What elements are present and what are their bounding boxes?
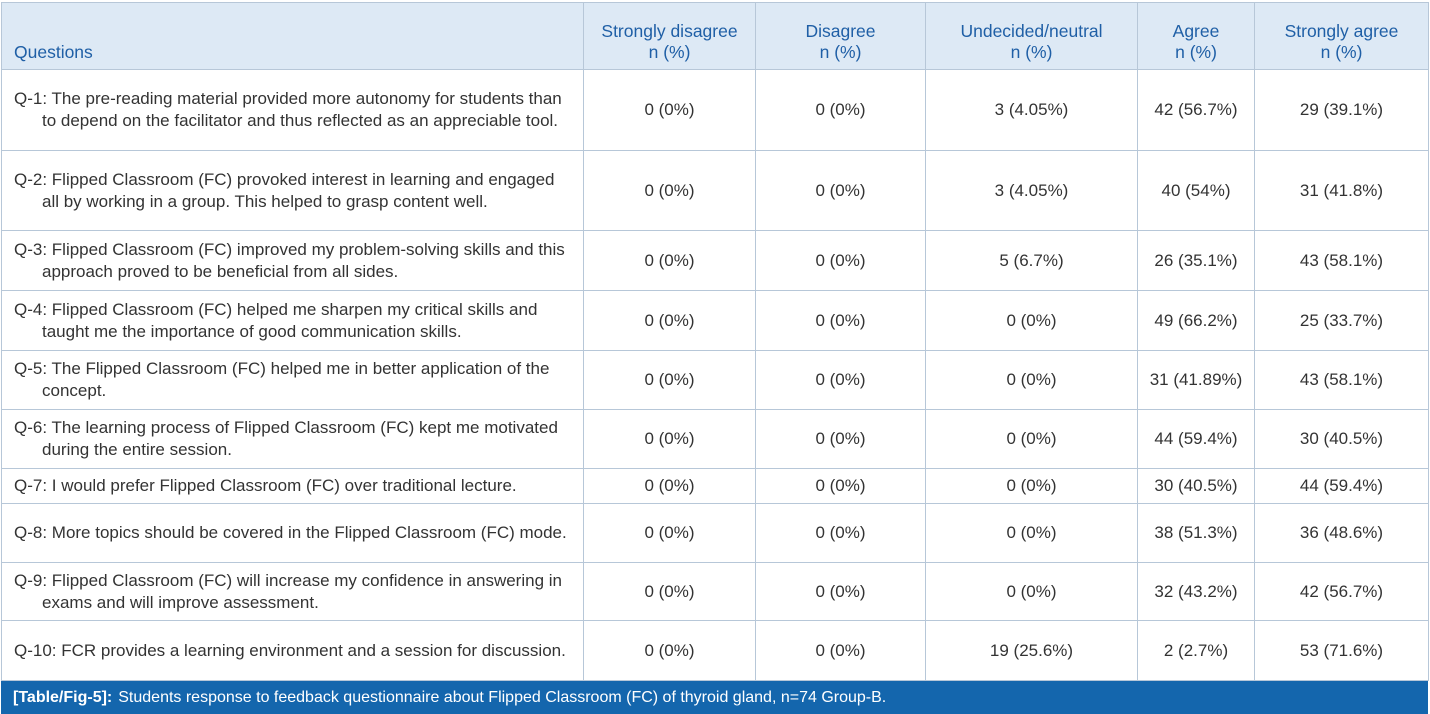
table-row: Q-3: Flipped Classroom (FC) improved my … [1,230,1429,291]
question-cell: Q-8: More topics should be covered in th… [1,503,584,563]
response-cell: 0 (0%) [583,409,756,469]
response-cell: 0 (0%) [755,150,926,231]
response-cell: 0 (0%) [925,350,1138,410]
response-cell: 0 (0%) [583,150,756,231]
table-row: Q-8: More topics should be covered in th… [1,503,1429,563]
response-cell: 0 (0%) [755,350,926,410]
table-row: Q-1: The pre-reading material provided m… [1,69,1429,151]
header-line: n (%) [1320,42,1363,62]
table: Questions Strongly disagree n (%) Disagree n… [1,2,1429,681]
response-cell: 0 (0%) [925,503,1138,563]
response-cell: 25 (33.7%) [1254,290,1429,351]
response-cell: 44 (59.4%) [1137,409,1255,469]
table-row: Q-9: Flipped Classroom (FC) will increas… [1,562,1429,621]
response-cell: 19 (25.6%) [925,620,1138,681]
caption-label: [Table/Fig-5]: [13,689,113,706]
response-cell: 30 (40.5%) [1137,468,1255,504]
response-cell: 0 (0%) [583,350,756,410]
question-cell: Q-6: The learning process of Flipped Cla… [1,409,584,469]
table-row: Q-7: I would prefer Flipped Classroom (F… [1,468,1429,504]
response-cell: 0 (0%) [755,69,926,151]
question-cell: Q-10: FCR provides a learning environmen… [1,620,584,681]
response-cell: 0 (0%) [583,230,756,291]
response-cell: 0 (0%) [925,409,1138,469]
header-cell: Strongly disagree n (%) [583,2,756,70]
header-line: Strongly agree [1284,21,1399,41]
response-cell: 29 (39.1%) [1254,69,1429,151]
header-line: n (%) [1010,42,1053,62]
response-cell: 42 (56.7%) [1137,69,1255,151]
header-cell: Questions [1,2,584,70]
header-line: n (%) [648,42,691,62]
response-cell: 0 (0%) [583,69,756,151]
response-cell: 0 (0%) [755,468,926,504]
response-cell: 3 (4.05%) [925,150,1138,231]
table-row: Q-10: FCR provides a learning environmen… [1,620,1429,681]
response-cell: 26 (35.1%) [1137,230,1255,291]
response-cell: 0 (0%) [583,562,756,621]
header-line: Agree [1172,21,1220,41]
response-cell: 0 (0%) [755,620,926,681]
header-line: n (%) [1175,42,1217,62]
caption: [Table/Fig-5]: Students response to feedb… [1,681,1428,714]
response-cell: 0 (0%) [925,468,1138,504]
response-cell: 0 (0%) [925,562,1138,621]
table-body: Q-1: The pre-reading material provided m… [1,69,1429,681]
response-cell: 40 (54%) [1137,150,1255,231]
response-cell: 43 (58.1%) [1254,350,1429,410]
question-cell: Q-9: Flipped Classroom (FC) will increas… [1,562,584,621]
response-cell: 0 (0%) [755,290,926,351]
response-cell: 0 (0%) [583,503,756,563]
header-row: Questions Strongly disagree n (%) Disagree n… [1,2,1429,70]
response-cell: 31 (41.89%) [1137,350,1255,410]
response-cell: 0 (0%) [583,290,756,351]
response-cell: 36 (48.6%) [1254,503,1429,563]
response-cell: 32 (43.2%) [1137,562,1255,621]
response-cell: 31 (41.8%) [1254,150,1429,231]
response-cell: 5 (6.7%) [925,230,1138,291]
question-cell: Q-1: The pre-reading material provided m… [1,69,584,151]
response-cell: 0 (0%) [583,468,756,504]
header-cell: Undecided/neutral n (%) [925,2,1138,70]
response-cell: 0 (0%) [925,290,1138,351]
table-row: Q-5: The Flipped Classroom (FC) helped m… [1,350,1429,410]
caption-text: Students response to feedback questionna… [118,689,887,706]
header-line: n (%) [819,42,862,62]
header-cell: Strongly agree n (%) [1254,2,1429,70]
header-line: Strongly disagree [601,21,738,41]
header-line: Questions [14,42,93,62]
response-cell: 0 (0%) [755,409,926,469]
question-cell: Q-4: Flipped Classroom (FC) helped me sh… [1,290,584,351]
question-cell: Q-7: I would prefer Flipped Classroom (F… [1,468,584,504]
response-cell: 0 (0%) [755,230,926,291]
question-cell: Q-2: Flipped Classroom (FC) provoked int… [1,150,584,231]
question-cell: Q-5: The Flipped Classroom (FC) helped m… [1,350,584,410]
response-cell: 42 (56.7%) [1254,562,1429,621]
header-cell: Agree n (%) [1137,2,1255,70]
response-cell: 3 (4.05%) [925,69,1138,151]
response-cell: 38 (51.3%) [1137,503,1255,563]
header-line: Disagree [805,21,876,41]
table-row: Q-4: Flipped Classroom (FC) helped me sh… [1,290,1429,351]
response-cell: 2 (2.7%) [1137,620,1255,681]
response-cell: 0 (0%) [755,562,926,621]
table-row: Q-6: The learning process of Flipped Cla… [1,409,1429,469]
response-cell: 0 (0%) [755,503,926,563]
response-cell: 0 (0%) [583,620,756,681]
response-cell: 44 (59.4%) [1254,468,1429,504]
response-cell: 49 (66.2%) [1137,290,1255,351]
response-cell: 30 (40.5%) [1254,409,1429,469]
table-row: Q-2: Flipped Classroom (FC) provoked int… [1,150,1429,231]
question-cell: Q-3: Flipped Classroom (FC) improved my … [1,230,584,291]
header-line: Undecided/neutral [960,21,1103,41]
header-cell: Disagree n (%) [755,2,926,70]
response-cell: 43 (58.1%) [1254,230,1429,291]
response-cell: 53 (71.6%) [1254,620,1429,681]
